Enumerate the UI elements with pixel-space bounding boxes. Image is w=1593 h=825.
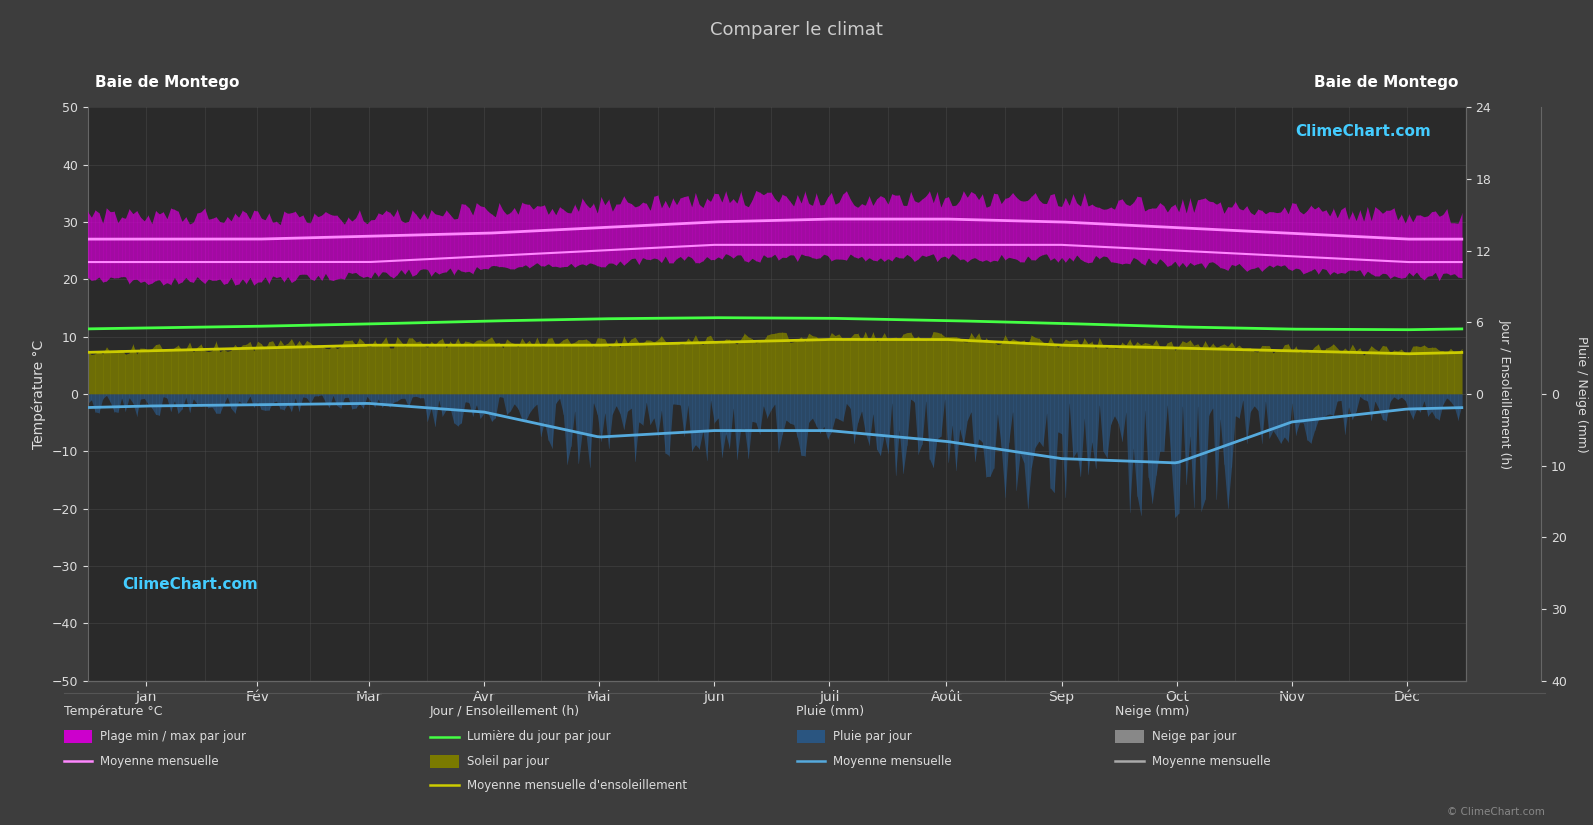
Text: Baie de Montego: Baie de Montego: [94, 75, 239, 90]
Text: Moyenne mensuelle: Moyenne mensuelle: [1152, 755, 1270, 768]
Y-axis label: Pluie / Neige (mm): Pluie / Neige (mm): [1575, 336, 1588, 452]
Text: Pluie par jour: Pluie par jour: [833, 730, 911, 743]
Text: Neige (mm): Neige (mm): [1115, 705, 1190, 718]
Text: Moyenne mensuelle: Moyenne mensuelle: [833, 755, 951, 768]
Y-axis label: Température °C: Température °C: [32, 339, 46, 449]
Text: Jour / Ensoleillement (h): Jour / Ensoleillement (h): [430, 705, 580, 718]
Text: ClimeChart.com: ClimeChart.com: [1295, 125, 1431, 139]
Text: Pluie (mm): Pluie (mm): [796, 705, 865, 718]
Text: Moyenne mensuelle d'ensoleillement: Moyenne mensuelle d'ensoleillement: [467, 779, 687, 792]
Text: Plage min / max par jour: Plage min / max par jour: [100, 730, 247, 743]
Text: Lumière du jour par jour: Lumière du jour par jour: [467, 730, 610, 743]
Text: Température °C: Température °C: [64, 705, 162, 718]
Text: Comparer le climat: Comparer le climat: [710, 21, 883, 39]
Text: Neige par jour: Neige par jour: [1152, 730, 1236, 743]
Text: ClimeChart.com: ClimeChart.com: [123, 578, 258, 592]
Text: Moyenne mensuelle: Moyenne mensuelle: [100, 755, 218, 768]
Text: Soleil par jour: Soleil par jour: [467, 755, 550, 768]
Text: Baie de Montego: Baie de Montego: [1314, 75, 1459, 90]
Text: © ClimeChart.com: © ClimeChart.com: [1448, 807, 1545, 817]
Y-axis label: Jour / Ensoleillement (h): Jour / Ensoleillement (h): [1499, 319, 1512, 469]
